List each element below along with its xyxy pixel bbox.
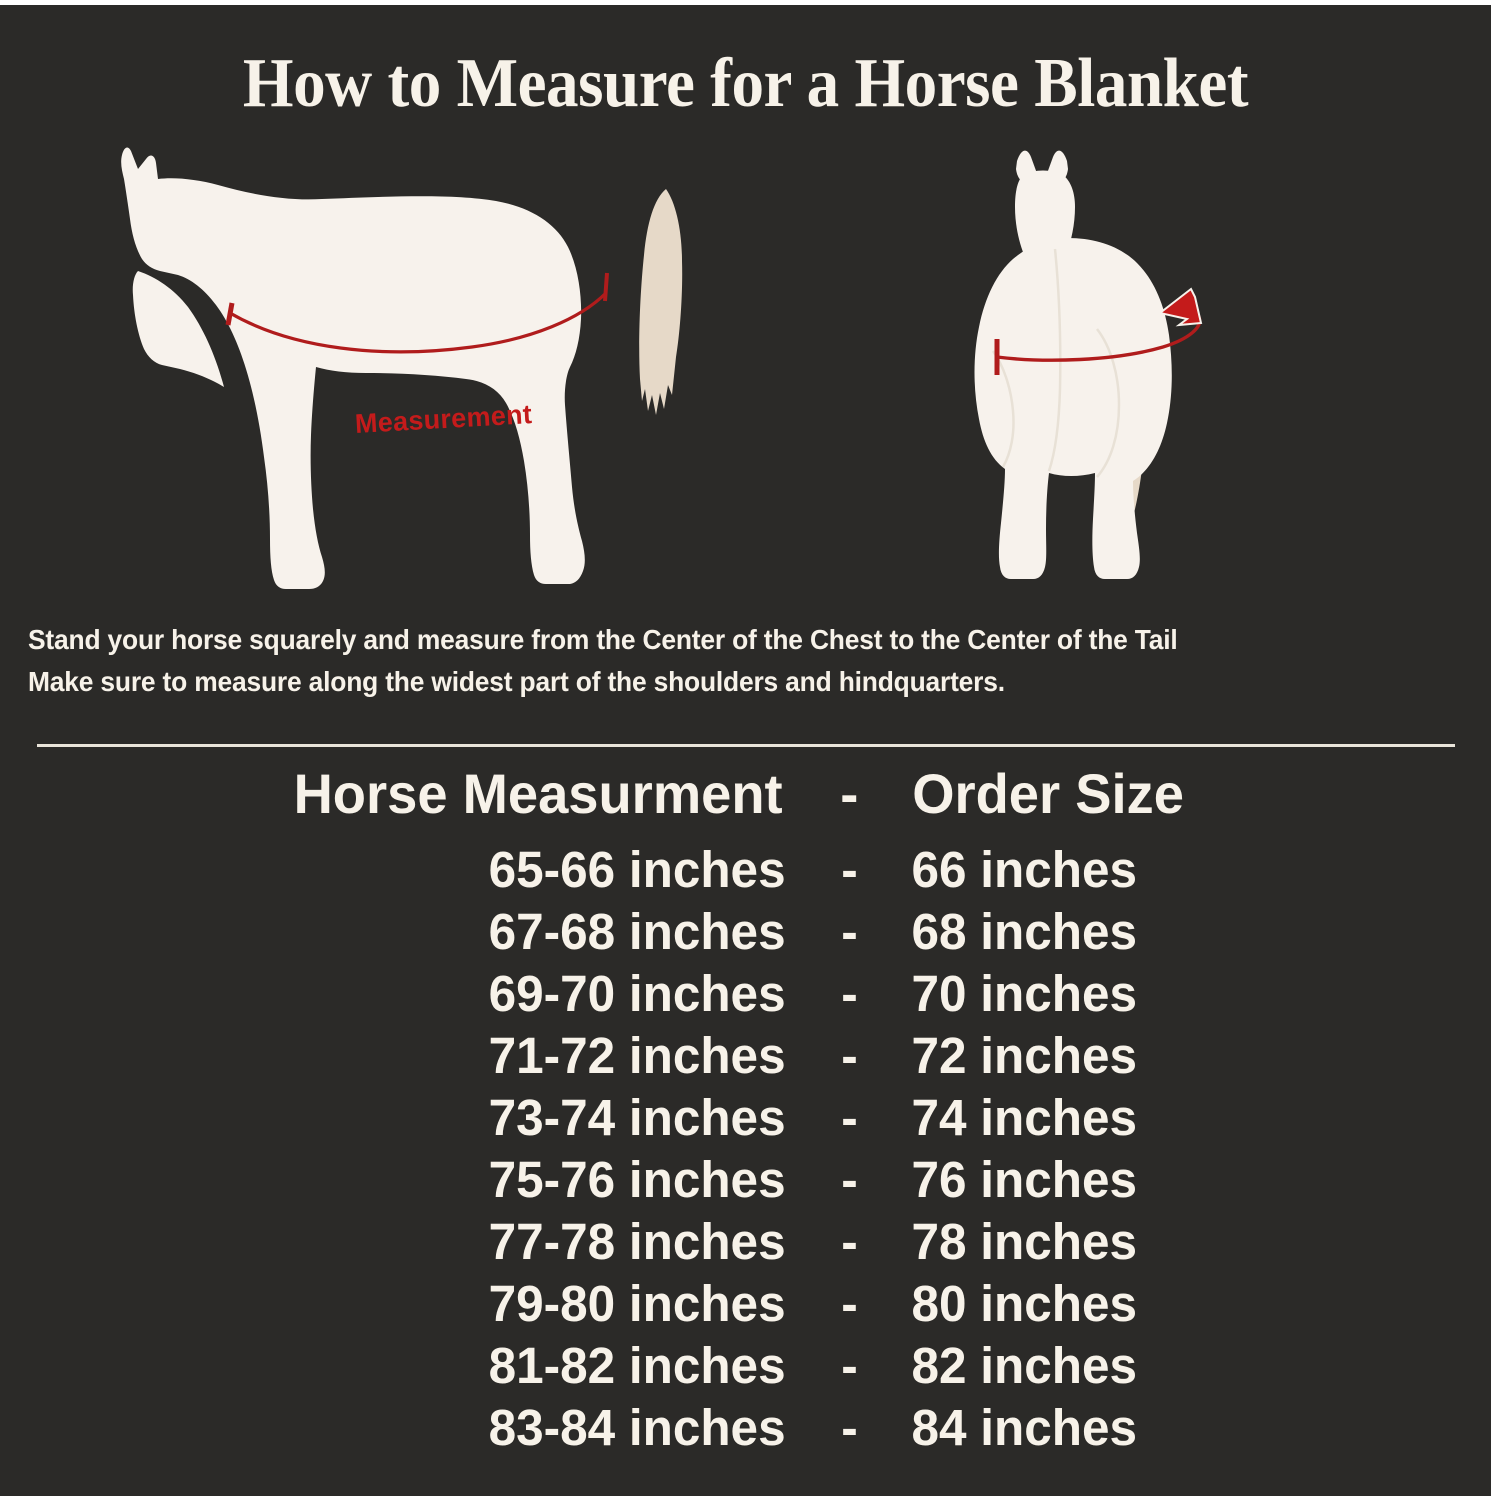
horse-rear-view [955,139,1265,589]
horse-tail [639,189,683,415]
row-size: 78 inches [911,1213,1137,1270]
illustration-area: Measurement [0,133,1491,603]
horse-rear-shade-haunch [1096,328,1121,478]
row-size: 70 inches [911,965,1137,1022]
row-dash: - [840,1151,858,1208]
horse-shoulder [132,271,224,387]
row-measurement: 73-74 inches [488,1089,786,1146]
row-dash: - [840,1275,858,1332]
row-size: 82 inches [911,1337,1137,1394]
horse-rear-shade-center [1047,248,1062,472]
table-row: 77-78 inches - 78 inches [0,1211,1491,1273]
instructions-line-1: Stand your horse squarely and measure fr… [28,624,1178,655]
row-measurement: 81-82 inches [488,1337,786,1394]
row-size: 68 inches [911,903,1137,960]
header-measurement-label: Horse Measurment [293,762,783,825]
row-dash: - [840,903,858,960]
table-row: 81-82 inches - 82 inches [0,1335,1491,1397]
row-size: 74 inches [911,1089,1137,1146]
section-divider [37,744,1455,747]
table-row: 71-72 inches - 72 inches [0,1025,1491,1087]
row-measurement: 65-66 inches [488,841,786,898]
row-size: 80 inches [911,1275,1137,1332]
header-dash: - [839,762,859,825]
horse-body [121,147,585,589]
table-row: 73-74 inches - 74 inches [0,1087,1491,1149]
row-measurement: 67-68 inches [488,903,786,960]
row-dash: - [840,841,858,898]
horse-rear-shade-left [991,350,1015,468]
measurement-tick-end [603,272,609,302]
size-chart-table: Horse Measurment - Order Size 65-66 inch… [0,763,1491,1459]
row-measurement: 71-72 inches [488,1027,786,1084]
row-measurement: 83-84 inches [488,1399,786,1456]
row-dash: - [840,965,858,1022]
table-header-row: Horse Measurment - Order Size [0,763,1491,825]
table-row: 79-80 inches - 80 inches [0,1273,1491,1335]
row-measurement: 69-70 inches [488,965,786,1022]
table-row: 75-76 inches - 76 inches [0,1149,1491,1211]
row-measurement: 79-80 inches [488,1275,786,1332]
row-measurement: 75-76 inches [488,1151,786,1208]
row-dash: - [840,1027,858,1084]
table-row: 69-70 inches - 70 inches [0,963,1491,1025]
row-dash: - [840,1213,858,1270]
instructions-line-2: Make sure to measure along the widest pa… [28,666,1005,697]
row-dash: - [840,1337,858,1394]
measurement-line [229,291,608,354]
row-size: 72 inches [911,1027,1137,1084]
row-size: 76 inches [911,1151,1137,1208]
instructions-text: Stand your horse squarely and measure fr… [28,619,1410,703]
row-size: 66 inches [911,841,1137,898]
page-title: How to Measure for a Horse Blanket [242,45,1249,122]
rear-measurement-arrow-icon [1157,287,1203,327]
horse-rear-body [974,238,1172,579]
row-measurement: 77-78 inches [488,1213,786,1270]
row-size: 84 inches [911,1399,1137,1456]
horse-side-view [62,133,712,593]
row-dash: - [840,1089,858,1146]
row-dash: - [840,1399,858,1456]
header-size-label: Order Size [912,762,1184,825]
measurement-tick-start [225,302,235,326]
table-row: 83-84 inches - 84 inches [0,1397,1491,1459]
table-row: 67-68 inches - 68 inches [0,901,1491,963]
table-row: 65-66 inches - 66 inches [0,839,1491,901]
